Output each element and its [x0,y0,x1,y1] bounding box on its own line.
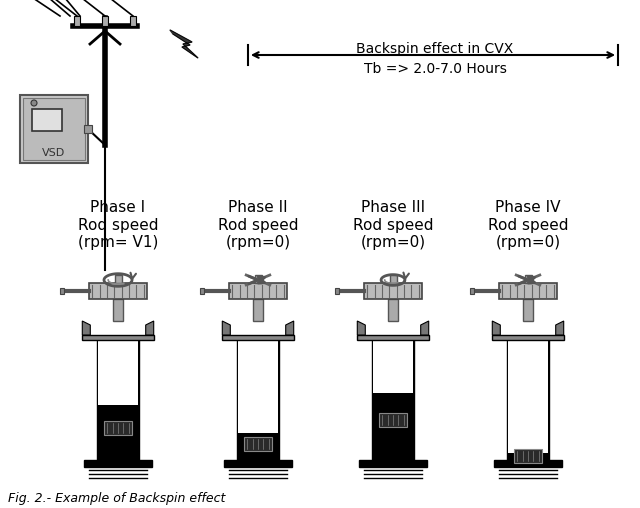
Bar [492,335,564,340]
Polygon shape [285,321,294,335]
Polygon shape [357,321,365,335]
Bar [364,283,422,299]
Polygon shape [83,321,90,335]
Bar [228,283,287,299]
Bar [523,299,533,321]
Text: Tb => 2.0-7.0 Hours: Tb => 2.0-7.0 Hours [364,62,506,76]
Bar [200,288,204,294]
Text: Phase I: Phase I [90,200,145,215]
Bar [494,460,562,467]
Text: VSD: VSD [42,148,66,158]
Polygon shape [556,321,564,335]
Bar [32,109,62,131]
Bar [237,340,279,460]
Text: Rod speed: Rod speed [218,218,298,233]
Bar [98,341,138,405]
Polygon shape [170,30,198,58]
Bar [515,450,541,463]
Polygon shape [492,321,500,335]
Bar [238,341,278,433]
Text: Backspin effect in CVX: Backspin effect in CVX [356,42,514,56]
Bar [388,299,398,321]
Bar [508,341,548,453]
Bar [470,288,474,294]
Bar [104,421,132,435]
Bar [74,16,80,26]
Text: (rpm=0): (rpm=0) [225,235,291,250]
Bar [357,335,429,340]
Bar [360,460,427,467]
Bar [499,283,557,299]
Bar [373,341,413,393]
Bar [222,335,294,340]
Polygon shape [420,321,429,335]
Text: Fig. 2.- Example of Backspin effect: Fig. 2.- Example of Backspin effect [8,492,225,505]
Bar [102,16,108,26]
Text: (rpm=0): (rpm=0) [360,235,426,250]
Bar [372,340,414,460]
Circle shape [31,100,37,106]
Bar [244,437,271,451]
Text: Phase III: Phase III [361,200,425,215]
Text: Rod speed: Rod speed [353,218,433,233]
Text: Rod speed: Rod speed [488,218,568,233]
Bar [20,95,88,163]
Bar [225,460,292,467]
Bar [525,275,531,283]
Bar [23,98,85,160]
Polygon shape [146,321,154,335]
Bar [84,125,92,133]
Bar [255,275,262,283]
Bar [335,288,339,294]
Bar [83,335,154,340]
Polygon shape [222,321,230,335]
Bar [507,340,549,460]
Bar [113,299,123,321]
Bar [253,299,263,321]
Bar [130,16,136,26]
Text: Rod speed: Rod speed [77,218,158,233]
Bar [115,275,122,283]
Bar [390,275,397,283]
Bar [97,340,139,460]
Text: (rpm= V1): (rpm= V1) [78,235,158,250]
Bar [60,288,63,294]
Bar [88,283,147,299]
Text: (rpm=0): (rpm=0) [495,235,561,250]
Text: Phase IV: Phase IV [495,200,561,215]
Bar [380,414,406,427]
Bar [84,460,152,467]
Text: Phase II: Phase II [228,200,288,215]
